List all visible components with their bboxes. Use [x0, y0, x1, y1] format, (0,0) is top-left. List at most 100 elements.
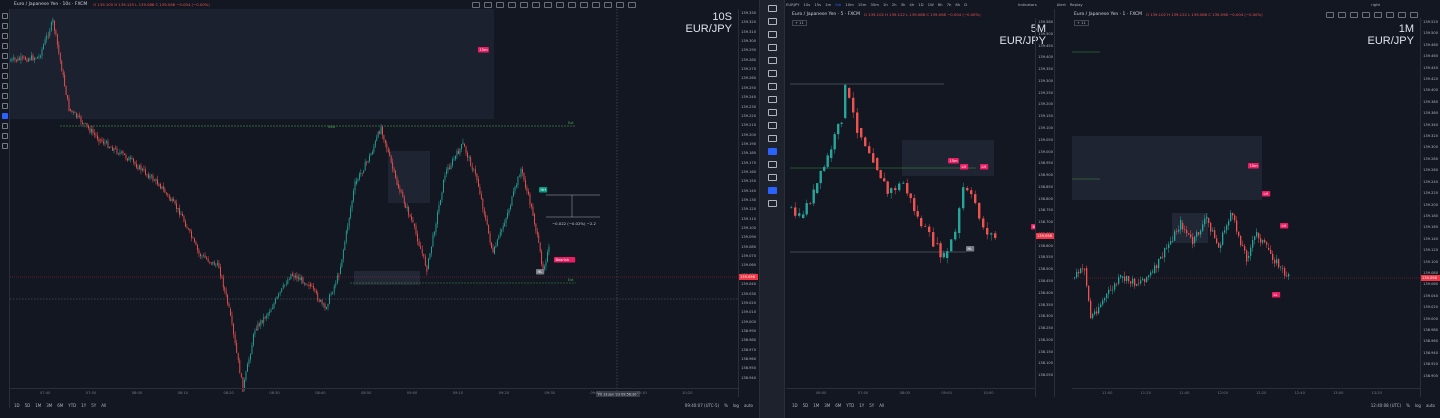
- range-button[interactable]: YTD: [68, 402, 77, 408]
- fib-icon[interactable]: [508, 1, 516, 8]
- visibility-icon[interactable]: [1, 133, 8, 139]
- panel3-scale-log[interactable]: log: [1414, 402, 1421, 408]
- trendline-icon[interactable]: [1338, 12, 1346, 18]
- magnet-icon[interactable]: [592, 1, 600, 8]
- trend-icon[interactable]: [767, 187, 777, 194]
- range-button[interactable]: 1Y: [81, 402, 87, 408]
- wave-icon[interactable]: [532, 1, 540, 8]
- panel3-legend-badge[interactable]: + 11: [1074, 20, 1089, 26]
- timeframe-tab[interactable]: 1h: [882, 2, 888, 7]
- panel2-time-axis[interactable]: 06:00 07:00 08:00 09:00 10:00: [786, 388, 1035, 397]
- menu-icon[interactable]: [767, 5, 777, 12]
- fifteen-minute-tag[interactable]: 15m: [948, 158, 959, 164]
- brush-tool-icon[interactable]: [1, 83, 8, 89]
- eye-icon[interactable]: [616, 1, 624, 8]
- timeframe-tab[interactable]: 3h: [900, 2, 906, 7]
- text-icon[interactable]: [767, 70, 777, 77]
- delete-tool-icon[interactable]: [1, 143, 8, 149]
- pattern-icon[interactable]: [767, 83, 777, 90]
- crosshair-icon[interactable]: [1326, 12, 1334, 18]
- range-button[interactable]: 5Y: [91, 402, 97, 408]
- panel1-time-axis[interactable]: 07:40 07:50 08:00 08:10 08:20 08:30 08:40 08:50…: [10, 388, 738, 397]
- panel1-scale-percent[interactable]: %: [724, 402, 728, 408]
- panel2-legend-badge[interactable]: + 11: [792, 20, 807, 26]
- active-tool-icon[interactable]: [1, 113, 8, 119]
- timeframe-tab[interactable]: 6h: [937, 2, 943, 7]
- lower-high-tag-2[interactable]: LH: [980, 164, 989, 170]
- emoji-icon[interactable]: [580, 1, 588, 8]
- range-button[interactable]: All: [101, 402, 107, 408]
- panel3-chart[interactable]: 15m LH LH LL: [1072, 18, 1420, 397]
- higher-high-tag[interactable]: HH: [539, 187, 548, 193]
- alert-button[interactable]: Alert: [1056, 2, 1066, 7]
- panel1-scale-auto[interactable]: auto: [743, 402, 753, 408]
- fib-tool-icon[interactable]: [1, 43, 8, 49]
- range-button[interactable]: 5D: [24, 402, 31, 408]
- lock-tool-icon[interactable]: [1, 123, 8, 129]
- bearish-tag[interactable]: Bearish: [1031, 224, 1035, 230]
- range-button[interactable]: 1D: [14, 402, 20, 408]
- timeframe-tab[interactable]: D: [964, 2, 968, 7]
- zoom-icon[interactable]: [767, 135, 777, 142]
- ruler-icon[interactable]: [1386, 12, 1394, 18]
- fifteen-minute-tag[interactable]: 15m: [478, 47, 489, 53]
- pattern-tool-icon[interactable]: [1, 63, 8, 69]
- trash-icon[interactable]: [1410, 12, 1418, 18]
- zoom-icon[interactable]: [1, 93, 8, 99]
- replay-button[interactable]: Replay: [1069, 2, 1083, 7]
- measure-icon[interactable]: [1, 73, 8, 79]
- forecast-icon[interactable]: [556, 1, 564, 8]
- panel2-price-axis[interactable]: 139.580 139.500 139.450 139.400 139.350 139.3…: [1035, 18, 1055, 397]
- panel3-time-axis[interactable]: 11:00 11:20 11:40 12:00 12:20 12:40 13:00 13:20: [1072, 388, 1420, 397]
- timeframe-tab[interactable]: 5m: [835, 2, 842, 7]
- lock-icon[interactable]: [767, 161, 777, 168]
- bearish-tag[interactable]: Bearish: [554, 257, 576, 263]
- panel2-chart[interactable]: 15mLHLHHLBearish: [786, 18, 1035, 397]
- trendline-icon[interactable]: [484, 1, 492, 8]
- range-button[interactable]: 3M: [824, 402, 831, 408]
- indicators-button[interactable]: Indicators: [1018, 2, 1037, 7]
- timeframe-tab[interactable]: 1D: [918, 2, 924, 7]
- cursor-icon[interactable]: [767, 18, 777, 25]
- channel-icon[interactable]: [1, 33, 8, 39]
- eye-icon[interactable]: [767, 174, 777, 181]
- brush-icon[interactable]: [496, 1, 504, 8]
- pattern-icon[interactable]: [520, 1, 528, 8]
- panel3-scale-auto[interactable]: auto: [1425, 402, 1435, 408]
- lower-high-tag[interactable]: LH: [1262, 191, 1271, 197]
- timeframe-tab[interactable]: 4h: [909, 2, 915, 7]
- magnet-tool-icon[interactable]: [1, 103, 8, 109]
- timeframe-tab[interactable]: 1m: [825, 2, 832, 7]
- timeframe-tab[interactable]: 2h: [891, 2, 897, 7]
- timeframe-tab[interactable]: 15s: [814, 2, 822, 7]
- range-button[interactable]: 1M: [35, 402, 42, 408]
- higher-low-tag[interactable]: HL: [966, 246, 975, 252]
- timeframe-tab[interactable]: EURJPY: [786, 2, 800, 7]
- panel-divider[interactable]: [1054, 9, 1072, 397]
- magnet-icon[interactable]: [767, 148, 777, 155]
- crosshair-icon[interactable]: [767, 31, 777, 38]
- pattern-icon[interactable]: [1362, 12, 1370, 18]
- cursor-icon[interactable]: [1, 13, 8, 19]
- range-button[interactable]: 6M: [57, 402, 64, 408]
- lower-low-tag[interactable]: LL: [1272, 292, 1281, 298]
- panel1-scale-log[interactable]: log: [732, 402, 739, 408]
- lower-high-tag[interactable]: LH: [960, 164, 969, 170]
- ruler-icon[interactable]: [544, 1, 552, 8]
- timeframe-tab[interactable]: 8h: [955, 2, 961, 7]
- trash-icon[interactable]: [767, 200, 777, 207]
- panel1-symbol[interactable]: Euro / Japanese Yen · 10s · FXCM: [14, 2, 88, 7]
- lower-high-tag-2[interactable]: LH: [1280, 223, 1289, 229]
- range-button[interactable]: 6M: [835, 402, 842, 408]
- range-button[interactable]: 5D: [802, 402, 809, 408]
- lock-icon[interactable]: [1398, 12, 1406, 18]
- higher-low-tag[interactable]: HL: [536, 269, 545, 275]
- fifteen-minute-tag[interactable]: 15m: [1248, 163, 1259, 169]
- layout-name[interactable]: right: [1371, 2, 1380, 7]
- range-button[interactable]: All: [879, 402, 885, 408]
- panel3-scale-percent[interactable]: %: [1406, 402, 1410, 408]
- fib-icon[interactable]: [1350, 12, 1358, 18]
- lock-icon[interactable]: [604, 1, 612, 8]
- range-button[interactable]: 3M: [46, 402, 53, 408]
- line-tool-icon[interactable]: [1, 23, 8, 29]
